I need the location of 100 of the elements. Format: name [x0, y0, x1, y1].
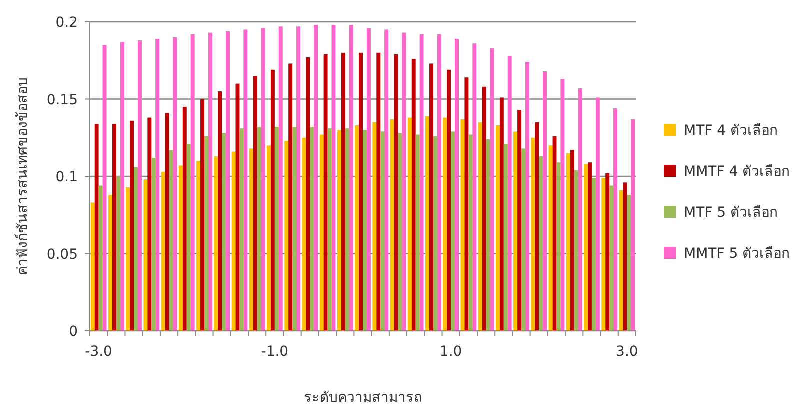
bar	[556, 162, 561, 331]
bar	[288, 64, 293, 331]
bar	[543, 71, 548, 331]
bar	[134, 167, 138, 331]
bar	[614, 108, 618, 331]
bar	[504, 144, 508, 331]
bar	[314, 25, 318, 331]
bar	[566, 153, 570, 331]
y-tick-label: 0.2	[56, 15, 78, 31]
bar	[204, 136, 208, 331]
bar	[267, 146, 271, 331]
bar	[548, 146, 553, 331]
bar	[359, 52, 363, 331]
bar	[531, 138, 536, 331]
bar	[472, 44, 477, 331]
y-tick-label: 0	[69, 324, 78, 340]
legend-label: MTF 4 ตัวเลือก	[684, 123, 778, 139]
x-tick-label: -1.0	[261, 344, 289, 360]
bar	[518, 110, 522, 331]
bar	[372, 122, 377, 331]
bar	[320, 134, 324, 331]
bar	[306, 58, 310, 331]
bar	[214, 156, 218, 331]
bar	[578, 88, 582, 331]
bar	[108, 195, 112, 331]
bar	[366, 28, 371, 331]
bar	[284, 140, 289, 331]
bar	[341, 52, 346, 331]
bar	[226, 31, 230, 331]
bar	[486, 139, 490, 331]
bar	[120, 42, 124, 331]
bar	[98, 186, 103, 331]
y-tick-label: 0.15	[46, 92, 78, 108]
bar	[584, 164, 588, 331]
bar	[355, 126, 360, 331]
bar	[606, 173, 610, 331]
bar	[274, 127, 279, 331]
bar	[240, 128, 244, 331]
bar	[602, 178, 606, 331]
bar	[116, 176, 120, 331]
bar	[186, 144, 191, 331]
bar	[148, 118, 152, 331]
bar	[130, 120, 134, 331]
bar	[574, 170, 578, 331]
bar	[560, 79, 565, 331]
bar	[218, 92, 222, 331]
bar	[376, 52, 381, 331]
bar	[623, 182, 628, 331]
bar	[433, 136, 438, 331]
bar	[310, 127, 314, 331]
bar	[200, 99, 204, 331]
bar	[138, 40, 142, 331]
bar	[464, 78, 469, 331]
bar	[596, 98, 600, 331]
bar	[610, 186, 614, 331]
bar	[482, 86, 486, 331]
bar	[173, 37, 178, 331]
bar	[380, 132, 385, 331]
bar	[270, 70, 275, 331]
bar	[408, 118, 412, 331]
bar	[337, 130, 342, 331]
bar	[152, 158, 156, 331]
bar	[478, 122, 482, 331]
bar	[384, 30, 389, 331]
bar	[296, 26, 300, 331]
bar	[468, 134, 473, 331]
bar	[349, 25, 354, 331]
y-axis-title: ค่าฟังก์ชันสารสนเทศของข้อสอบ	[14, 78, 31, 276]
bar	[144, 180, 148, 331]
legend-label: MMTF 5 ตัวเลือก	[684, 246, 790, 262]
bar	[112, 124, 116, 331]
bar	[627, 195, 632, 331]
bar	[631, 119, 636, 331]
bar	[416, 134, 420, 331]
bar	[345, 128, 350, 331]
bar	[522, 148, 526, 331]
bar	[429, 64, 434, 331]
bar	[514, 132, 518, 331]
bar	[455, 38, 459, 331]
bar	[420, 34, 424, 331]
bar	[535, 122, 540, 331]
bar	[165, 113, 170, 331]
legend-label: MTF 5 ตัวเลือก	[684, 205, 778, 221]
bar	[178, 166, 183, 331]
bar	[443, 118, 448, 331]
bar	[451, 132, 456, 331]
bar	[292, 127, 297, 331]
y-tick-label: 0.05	[46, 246, 78, 263]
bar	[539, 156, 544, 331]
bar	[182, 106, 187, 331]
bar	[508, 56, 512, 331]
bar	[525, 62, 530, 331]
bar	[222, 133, 226, 331]
bar	[437, 34, 442, 331]
bar	[253, 76, 258, 331]
bar	[196, 161, 201, 331]
bar	[161, 172, 166, 331]
bar	[332, 25, 336, 331]
bar	[244, 30, 248, 331]
x-tick-label: -3.0	[85, 344, 112, 360]
